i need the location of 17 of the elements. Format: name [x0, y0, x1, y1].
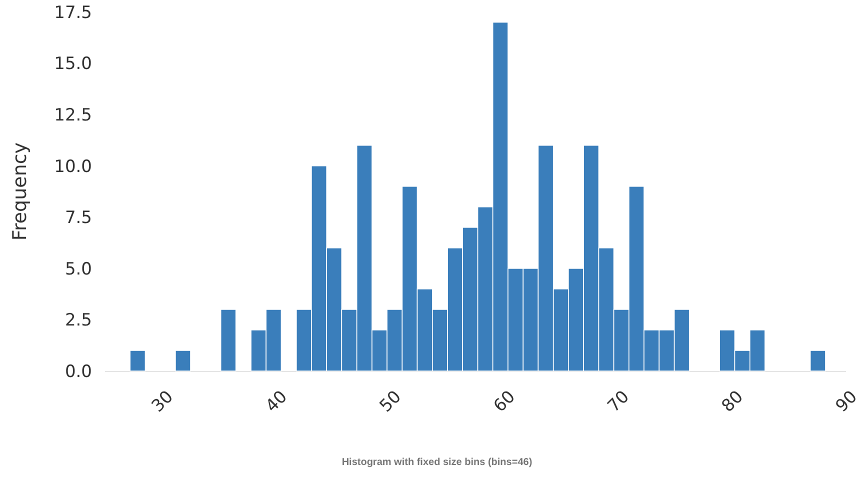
- x-tick-label: 60: [490, 386, 520, 416]
- x-tick-label: 70: [604, 386, 634, 416]
- text: Histogram with fixed size bins (bins=46): [342, 457, 532, 468]
- x-tick-label: 80: [718, 386, 748, 416]
- y-tick-label: 2.5: [64, 310, 92, 331]
- y-tick-label: 12.5: [54, 106, 92, 126]
- x-tick-label: 40: [262, 386, 292, 416]
- y-tick-label: 7.5: [64, 208, 92, 228]
- y-tick-label: 5.0: [64, 259, 92, 280]
- y-tick-label: 17.5: [54, 2, 92, 23]
- x-tick-label: 90: [832, 386, 861, 416]
- x-tick-label: 30: [148, 386, 178, 416]
- y-axis-title: Frequency: [9, 142, 31, 241]
- y-tick-label: 0.0: [64, 362, 92, 382]
- y-tick-label: 15.0: [54, 54, 92, 74]
- y-tick-label: 10.0: [54, 156, 92, 177]
- x-tick-label: 50: [376, 386, 406, 416]
